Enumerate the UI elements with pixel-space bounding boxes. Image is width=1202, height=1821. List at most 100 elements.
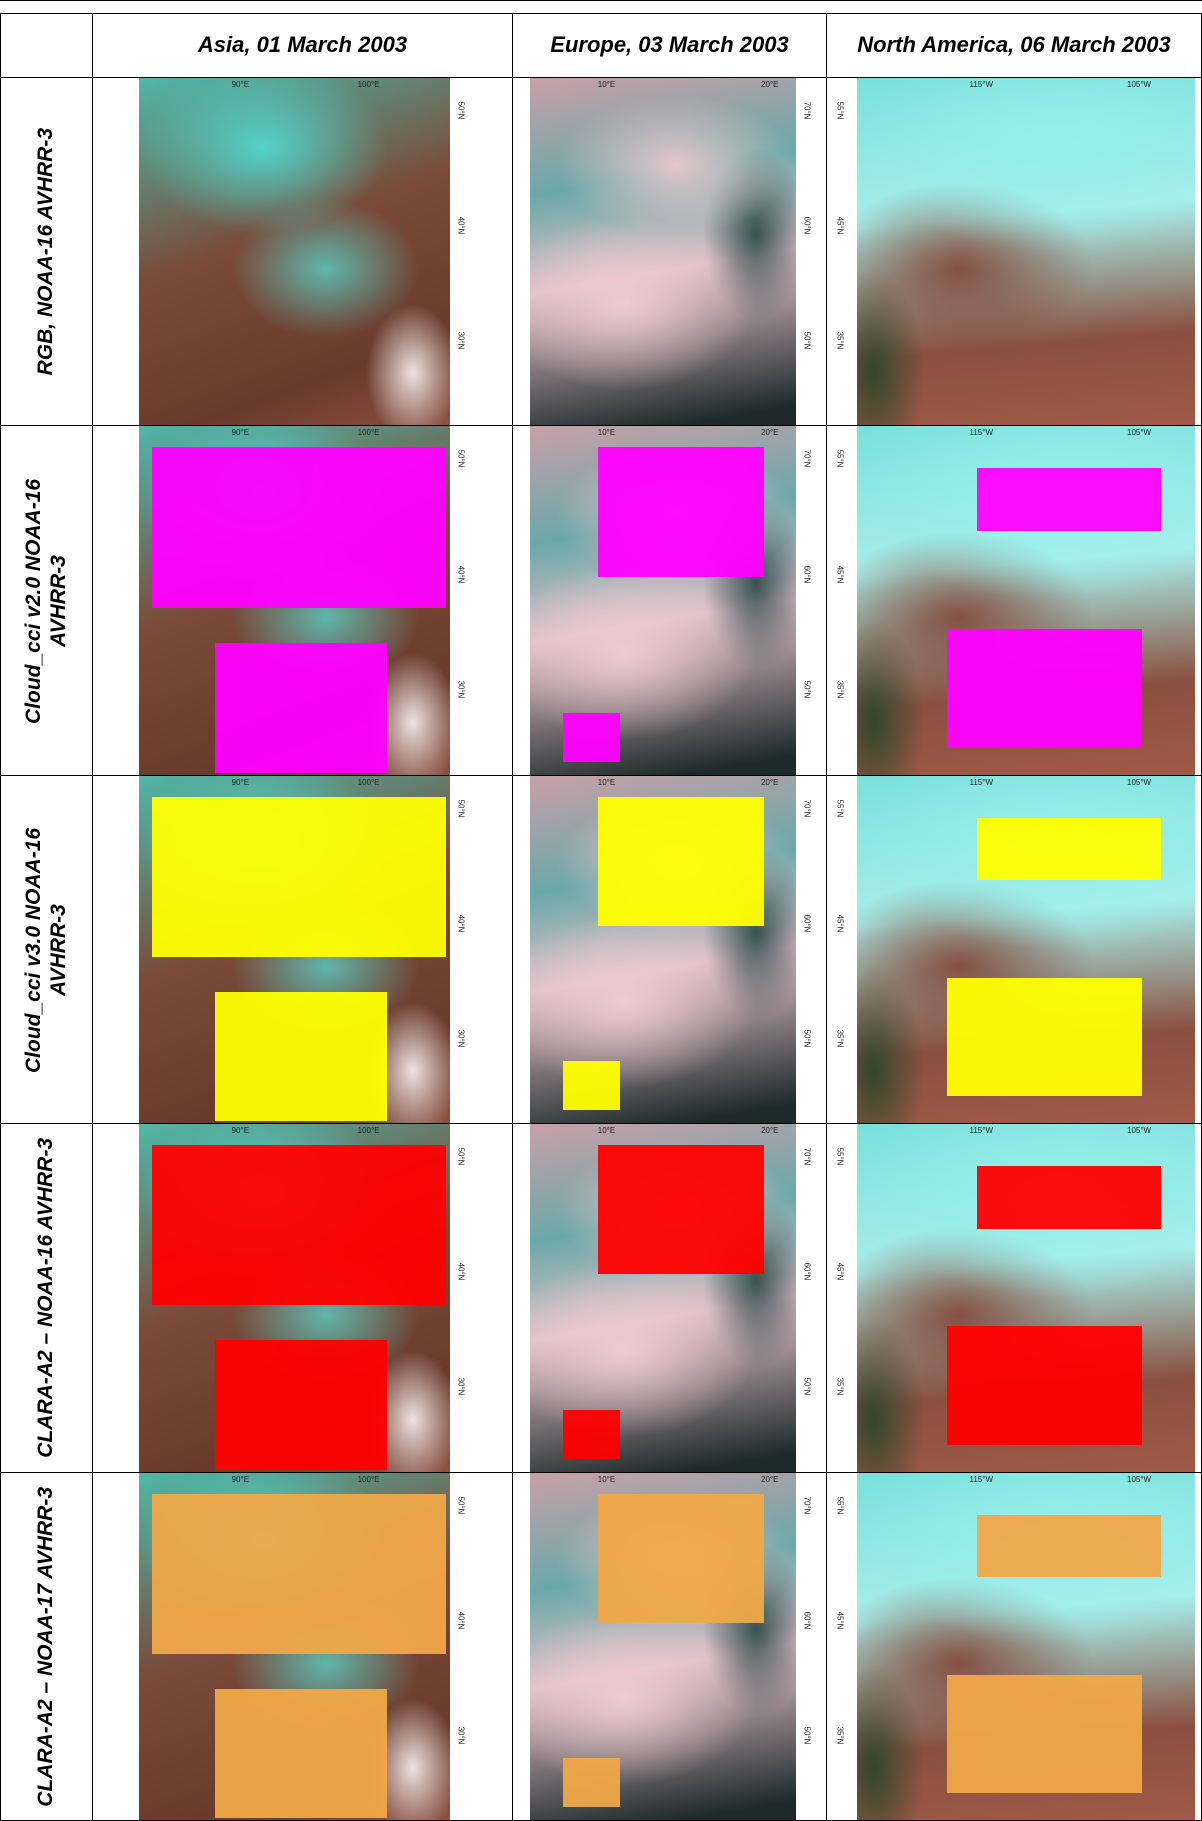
cloud-mask — [214, 643, 387, 773]
latitude-label: 30°N — [456, 1726, 466, 1744]
latitude-label: 30°N — [456, 1377, 466, 1396]
row-label-text: RGB, NOAA-16 AVHRR-3 — [34, 127, 58, 376]
row-label-text: CLARA-A2 – NOAA-16 AVHRR-3 — [34, 1138, 58, 1458]
latitude-label: 50°N — [456, 101, 466, 120]
latitude-label: 70°N — [802, 1147, 812, 1166]
satellite-image — [139, 78, 450, 425]
cloud-mask — [563, 1758, 620, 1808]
longitude-label: 10°E — [597, 80, 616, 89]
latitude-label: 45°N — [835, 216, 845, 235]
row-label: Cloud_cci v2.0 NOAA-16 AVHRR-3 — [0, 426, 93, 776]
column-header: North America, 06 March 2003 — [827, 13, 1202, 78]
longitude-label: 100°E — [357, 778, 380, 787]
row-label: RGB, NOAA-16 AVHRR-3 — [0, 78, 93, 426]
latitude-label: 70°N — [802, 799, 812, 818]
cloud-mask — [947, 977, 1142, 1097]
cloud-mask — [977, 1165, 1161, 1229]
corner-cell — [0, 13, 93, 78]
longitude-label: 105°W — [1127, 1126, 1152, 1135]
latitude-label: 60°N — [802, 914, 812, 933]
longitude-label: 105°W — [1127, 1475, 1152, 1484]
cloud-mask — [977, 1514, 1161, 1578]
map-cell: 115°W 105°W 55°N 45°N 35°N — [827, 426, 1202, 776]
cloud-mask — [947, 1674, 1142, 1794]
longitude-label: 115°W — [969, 1126, 994, 1135]
cloud-mask — [214, 1340, 387, 1470]
cloud-mask — [214, 1688, 387, 1818]
longitude-label: 115°W — [969, 778, 994, 787]
latitude-label: 30°N — [456, 331, 466, 349]
latitude-label: 60°N — [802, 1262, 812, 1281]
map-cell: 90°E 100°E 50°N 40°N 30°N — [93, 426, 513, 776]
cloud-mask — [214, 991, 387, 1121]
column-header: Europe, 03 March 2003 — [513, 13, 827, 78]
table-frame — [0, 13, 1202, 1821]
row-label-text: CLARA-A2 – NOAA-17 AVHRR-3 — [34, 1486, 58, 1807]
longitude-label: 90°E — [231, 428, 250, 437]
latitude-label: 45°N — [835, 565, 845, 583]
latitude-label: 35°N — [835, 680, 845, 699]
latitude-label: 50°N — [456, 1496, 466, 1515]
satellite-image — [857, 78, 1195, 425]
cloud-mask — [597, 447, 765, 577]
cloud-mask — [563, 1410, 620, 1460]
cloud-mask — [947, 1326, 1142, 1446]
longitude-label: 20°E — [761, 1475, 779, 1484]
longitude-label: 105°W — [1127, 80, 1152, 89]
longitude-label: 90°E — [231, 778, 250, 787]
latitude-label: 70°N — [802, 1496, 812, 1515]
latitude-label: 40°N — [456, 565, 466, 583]
latitude-label: 70°N — [802, 101, 812, 120]
cloud-mask — [977, 468, 1161, 531]
map-cell: 90°E 100°E 50°N 40°N 30°N — [93, 776, 513, 1124]
latitude-label: 50°N — [802, 331, 812, 349]
map-cell: 115°W 105°W 55°N 45°N 35°N — [827, 776, 1202, 1124]
longitude-label: 10°E — [597, 778, 616, 787]
latitude-label: 35°N — [835, 1029, 845, 1047]
latitude-label: 70°N — [802, 449, 812, 468]
longitude-label: 90°E — [231, 80, 250, 89]
latitude-label: 55°N — [835, 101, 845, 120]
map-cell: 115°W 105°W 55°N 45°N 35°N — [827, 1473, 1202, 1821]
longitude-label: 100°E — [357, 428, 380, 437]
cloud-mask — [563, 713, 620, 762]
cloud-mask — [597, 1144, 765, 1275]
row-label: CLARA-A2 – NOAA-16 AVHRR-3 — [0, 1124, 93, 1473]
column-header: Asia, 01 March 2003 — [93, 13, 513, 78]
row-label-text: Cloud_cci v3.0 NOAA-16 AVHRR-3 — [21, 826, 70, 1073]
latitude-label: 45°N — [835, 1611, 845, 1630]
cloud-mask — [151, 796, 446, 957]
longitude-label: 115°W — [969, 428, 994, 437]
cloud-mask — [563, 1061, 620, 1111]
latitude-label: 30°N — [456, 1029, 466, 1047]
longitude-label: 105°W — [1127, 778, 1152, 787]
latitude-label: 50°N — [802, 1726, 812, 1744]
map-cell: 10°E 20°E 70°N 60°N 50°N — [513, 426, 827, 776]
longitude-label: 100°E — [357, 1126, 380, 1135]
longitude-label: 100°E — [357, 80, 380, 89]
map-cell: 90°E 100°E 50°N 40°N 30°N — [93, 78, 513, 426]
row-label: CLARA-A2 – NOAA-17 AVHRR-3 — [0, 1473, 93, 1821]
latitude-label: 55°N — [835, 1496, 845, 1515]
latitude-label: 60°N — [802, 216, 812, 235]
latitude-label: 55°N — [835, 1147, 845, 1166]
map-cell: 10°E 20°E 70°N 60°N 50°N — [513, 776, 827, 1124]
map-cell: 115°W 105°W 55°N 45°N 35°N — [827, 78, 1202, 426]
latitude-label: 55°N — [835, 449, 845, 468]
latitude-label: 45°N — [835, 1262, 845, 1281]
cloud-mask — [977, 817, 1161, 881]
longitude-label: 115°W — [969, 1475, 994, 1484]
cloud-mask — [597, 1493, 765, 1623]
longitude-label: 115°W — [969, 80, 994, 89]
latitude-label: 40°N — [456, 1262, 466, 1281]
latitude-label: 40°N — [456, 914, 466, 933]
latitude-label: 35°N — [835, 331, 845, 349]
latitude-label: 50°N — [802, 680, 812, 699]
latitude-label: 50°N — [802, 1377, 812, 1396]
latitude-label: 45°N — [835, 914, 845, 933]
map-cell: 90°E 100°E 50°N 40°N 30°N — [93, 1124, 513, 1473]
cloud-mask — [151, 1144, 446, 1306]
latitude-label: 50°N — [456, 799, 466, 818]
longitude-label: 90°E — [231, 1126, 250, 1135]
